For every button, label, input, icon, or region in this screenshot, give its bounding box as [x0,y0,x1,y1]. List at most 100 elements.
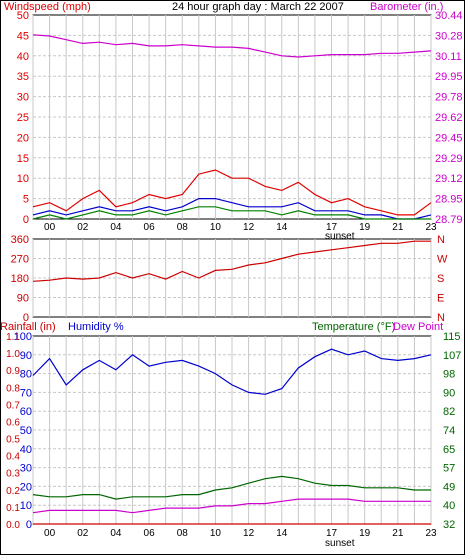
temperature-tick-label: 65 [443,444,455,456]
direction-tick-label: 0 [23,312,29,324]
x-tick-label: 02 [77,222,89,233]
sunset-label: sunset [325,231,355,242]
humidity-tick-label: 60 [20,406,32,418]
humidity-tick-label: 50 [20,425,32,437]
temperature-tick-label: 82 [443,406,455,418]
wind-tick-label: 30 [17,92,29,104]
wind_low-series [32,206,431,220]
wind-tick-label: 10 [17,173,29,185]
x-tick-label: 17 [326,528,338,539]
rainfall-tick-label: 0.9 [6,366,20,377]
humidity-tick-label: 0 [26,519,32,531]
x-tick-label: 04 [110,528,122,539]
x-tick-label: 21 [392,222,404,233]
page-title: 24 hour graph day : March 22 2007 [172,1,344,13]
x-tick-label: 00 [44,528,56,539]
x-tick-label: 08 [177,222,189,233]
compass-tick-label: E [437,293,444,305]
wind-tick-label: 45 [17,30,29,42]
temperature-tick-label: 57 [443,463,455,475]
compass-tick-label: W [437,254,448,266]
barometer-tick-label: 30.44 [435,10,463,22]
compass-tick-label: S [437,273,444,285]
temperature-tick-label: 40 [443,500,455,512]
x-tick-label: 10 [210,222,222,233]
wind-tick-label: 35 [17,71,29,83]
humidity-tick-label: 100 [14,331,32,343]
x-tick-label: 14 [276,222,288,233]
x-tick-label: 19 [359,528,371,539]
compass-tick-label: N [437,312,445,324]
rainfall-tick-label: 0.1 [6,503,20,514]
wind-axis-title: Windspeed (mph) [4,1,91,13]
dewpoint-axis-title: Dew Point [393,321,443,333]
barometer-tick-label: 29.29 [435,153,463,165]
humidity-tick-label: 20 [20,481,32,493]
rainfall-tick-label: 0.6 [6,417,20,428]
humidity-tick-label: 10 [20,500,32,512]
rainfall-tick-label: 0.7 [6,400,20,411]
direction-tick-label: 180 [11,273,29,285]
barometer-tick-label: 29.12 [435,173,463,185]
barometer-axis-title: Barometer (in.) [370,1,443,13]
wind-tick-label: 15 [17,153,29,165]
direction-tick-label: 90 [17,293,29,305]
wind-tick-label: 20 [17,132,29,144]
x-tick-label: 06 [144,528,156,539]
humidity-axis-title: Humidity % [68,321,124,333]
x-tick-label: 23 [425,222,437,233]
direction-tick-label: 360 [11,234,29,246]
humidity-tick-label: 30 [20,463,32,475]
rainfall-axis-title: Rainfall (in) [0,321,56,333]
wind-tick-label: 0 [23,214,29,226]
humidity-tick-label: 70 [20,387,32,399]
x-tick-label: 06 [144,222,156,233]
x-tick-label: 10 [210,528,222,539]
humidity-tick-label: 90 [20,350,32,362]
x-tick-label: 04 [110,222,122,233]
barometer-series [32,34,432,58]
x-tick-label: 12 [243,222,255,233]
temperature-tick-label: 74 [443,425,455,437]
wind-tick-label: 40 [17,51,29,63]
barometer-tick-label: 29.78 [435,92,463,104]
temperature-tick-label: 115 [443,331,461,343]
barometer-tick-label: 30.28 [435,30,463,42]
barometer-tick-label: 30.11 [435,51,462,63]
x-tick-label: 08 [177,528,189,539]
direction-tick-label: 270 [11,254,29,266]
humidity-tick-label: 40 [20,444,32,456]
wind_avg-series [32,198,432,220]
x-tick-label: 17 [326,222,338,233]
rainfall-tick-label: 0.4 [6,452,20,463]
wind-tick-label: 5 [23,194,29,206]
x-tick-label: 21 [392,528,404,539]
rainfall-tick-label: 0.3 [6,469,20,480]
dewpoint-series [32,498,431,514]
compass-tick-label: N [437,234,445,246]
x-tick-label: 02 [77,528,89,539]
barometer-tick-label: 29.62 [435,112,463,124]
temperature-axis-title: Temperature (°F) [312,321,395,333]
x-tick-label: 14 [276,528,288,539]
wind_high-series [32,169,432,216]
x-tick-label: 00 [44,222,56,233]
barometer-tick-label: 28.79 [435,214,463,226]
rainfall-tick-label: 0.0 [6,520,20,531]
barometer-tick-label: 29.95 [435,71,463,83]
x-tick-label: 12 [243,528,255,539]
rainfall-tick-label: 0.2 [6,486,20,497]
temperature-tick-label: 49 [443,481,455,493]
x-tick-label: 23 [425,528,437,539]
x-tick-label: 19 [359,222,371,233]
rainfall-tick-label: 1.1 [6,332,20,343]
barometer-tick-label: 29.45 [435,132,463,144]
direction-series [32,240,431,282]
temperature-series [32,475,431,500]
barometer-tick-label: 28.95 [435,194,463,206]
temperature-tick-label: 107 [443,350,461,362]
rainfall-tick-label: 0.8 [6,383,20,394]
sunset-label: sunset [325,538,355,549]
rainfall-tick-label: 0.5 [6,435,20,446]
